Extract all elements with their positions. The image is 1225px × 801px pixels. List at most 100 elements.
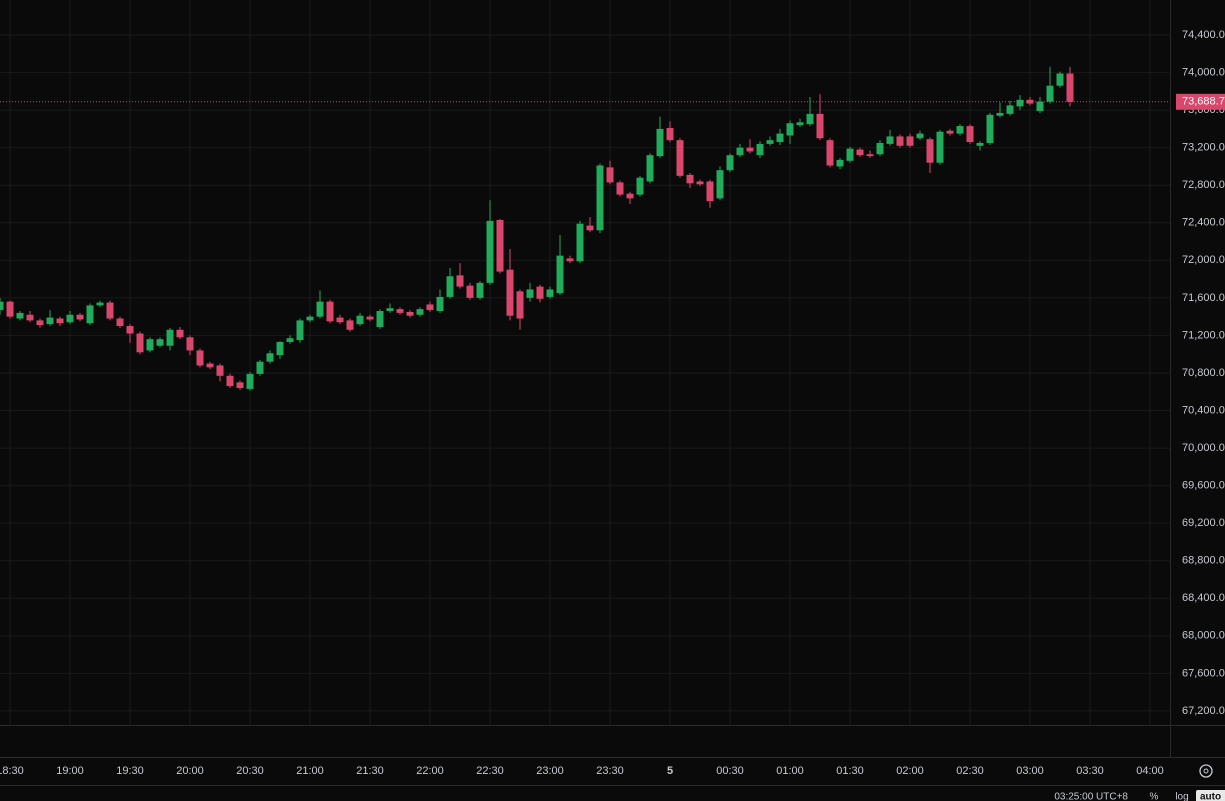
candle-body <box>546 289 554 297</box>
x-tick-label: 20:30 <box>236 765 264 777</box>
y-tick-label: 68,000.0 <box>1182 630 1225 642</box>
candle-body <box>176 329 184 338</box>
candle-body <box>56 318 64 324</box>
candle-body <box>756 143 764 156</box>
y-tick-label: 72,800.0 <box>1182 179 1225 191</box>
settings-icon[interactable] <box>1199 764 1213 778</box>
candle-body <box>826 140 834 166</box>
candle-body <box>996 112 1004 116</box>
candle-body <box>1016 99 1024 107</box>
candle-body <box>796 122 804 126</box>
candle-body <box>296 320 304 341</box>
candle-body <box>926 139 934 163</box>
candle-body <box>566 258 574 262</box>
candle-body <box>736 147 744 156</box>
x-tick-label: 03:30 <box>1076 765 1104 777</box>
candle-body <box>856 149 864 156</box>
candle-body <box>1006 105 1014 114</box>
candle-body <box>446 276 454 297</box>
y-tick-label: 72,000.0 <box>1182 254 1225 266</box>
candle-body <box>606 167 614 183</box>
candle-body <box>416 309 424 315</box>
y-tick-label: 70,000.0 <box>1182 442 1225 454</box>
candle-body <box>596 165 604 231</box>
candle-body <box>866 154 874 157</box>
last-price-box <box>1176 93 1225 110</box>
candle-body <box>46 317 54 325</box>
candle-body <box>516 291 524 319</box>
candle-body <box>886 136 894 144</box>
x-tick-label: 22:30 <box>476 765 504 777</box>
candle-body <box>486 220 494 283</box>
candle-body <box>946 130 954 134</box>
candle-body <box>246 373 254 389</box>
candle-body <box>266 353 274 362</box>
candle-body <box>316 301 324 317</box>
candle-body <box>766 140 774 144</box>
candle-body <box>456 275 464 287</box>
candle-body <box>616 182 624 195</box>
candle-body <box>686 174 694 184</box>
y-tick-label: 69,600.0 <box>1182 480 1225 492</box>
candle-body <box>6 301 14 317</box>
candle-body <box>436 296 444 312</box>
candle-body <box>696 181 704 185</box>
candle-body <box>986 114 994 143</box>
candle-body <box>166 329 174 346</box>
x-tick-label: 01:30 <box>836 765 864 777</box>
candle-body <box>396 309 404 313</box>
candle-body <box>16 312 24 319</box>
candle-body <box>86 305 94 324</box>
candle-body <box>676 140 684 176</box>
x-tick-label: 22:00 <box>416 765 444 777</box>
y-tick-label: 73,200.0 <box>1182 142 1225 154</box>
x-tick-label: 5 <box>667 765 673 777</box>
y-tick-label: 71,200.0 <box>1182 329 1225 341</box>
x-tick-label: 23:00 <box>536 765 564 777</box>
x-tick-label: 04:00 <box>1136 765 1164 777</box>
candle-body <box>786 123 794 136</box>
y-tick-label: 68,800.0 <box>1182 555 1225 567</box>
x-tick-label: 18:30 <box>0 765 24 777</box>
candle-body <box>66 314 74 323</box>
candle-body <box>716 170 724 199</box>
last-price-label: 73,688.7 <box>1182 96 1225 108</box>
candle-body <box>1046 85 1054 102</box>
candle-body <box>1066 73 1074 102</box>
candle-body <box>816 113 824 139</box>
candle-body <box>626 193 634 199</box>
x-tick-label: 00:30 <box>716 765 744 777</box>
x-tick-label: 19:00 <box>56 765 84 777</box>
y-tick-label: 68,400.0 <box>1182 592 1225 604</box>
candle-body <box>876 142 884 155</box>
candle-body <box>226 375 234 387</box>
candle-body <box>536 286 544 299</box>
x-tick-label: 21:00 <box>296 765 324 777</box>
auto-button-bg[interactable] <box>1196 790 1225 801</box>
candle-body <box>526 289 534 298</box>
candle-body <box>1036 101 1044 112</box>
candle-body <box>706 181 714 202</box>
y-tick-label: 69,200.0 <box>1182 517 1225 529</box>
y-tick-label: 71,600.0 <box>1182 292 1225 304</box>
candle-body <box>966 126 974 143</box>
candle-body <box>126 326 134 334</box>
candle-body <box>136 333 144 353</box>
candle-body <box>936 131 944 163</box>
candle-body <box>586 225 594 231</box>
candle-body <box>116 318 124 327</box>
candle-body <box>0 301 4 311</box>
candle-body <box>496 219 504 272</box>
x-tick-label: 01:00 <box>776 765 804 777</box>
candle-body <box>666 127 674 141</box>
x-tick-label: 02:30 <box>956 765 984 777</box>
y-tick-label: 70,400.0 <box>1182 404 1225 416</box>
candle-body <box>896 136 904 146</box>
percent-button[interactable]: % <box>1150 792 1159 801</box>
log-button[interactable]: log <box>1175 792 1188 801</box>
candle-body <box>956 126 964 134</box>
candle-body <box>976 142 984 146</box>
candle-body <box>556 255 564 294</box>
auto-button[interactable]: auto <box>1200 792 1221 801</box>
x-tick-label: 21:30 <box>356 765 384 777</box>
